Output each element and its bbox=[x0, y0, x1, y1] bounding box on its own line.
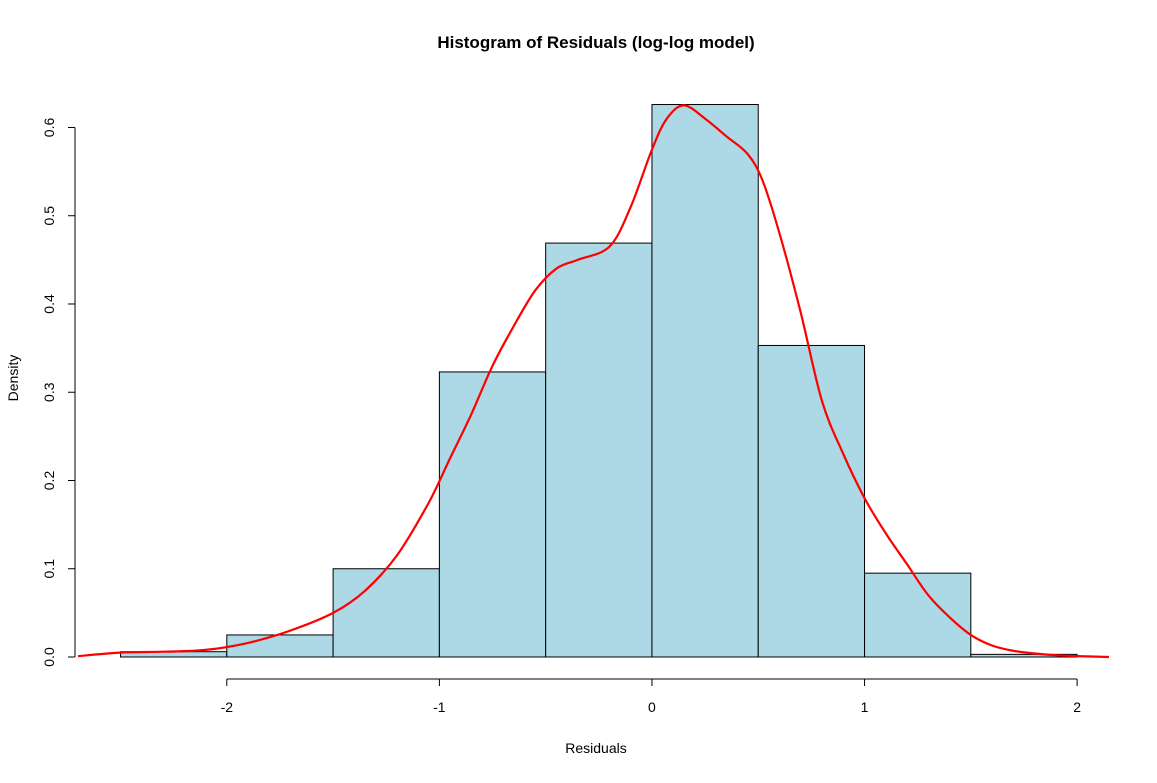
density-curve-layer bbox=[77, 104, 1110, 659]
histogram-bar-2 bbox=[226, 634, 334, 658]
x-tick-label: 0 bbox=[648, 699, 656, 715]
histogram-bar-8 bbox=[864, 572, 972, 658]
density-curve-line bbox=[77, 104, 1110, 659]
y-tick-label: 0.5 bbox=[41, 206, 57, 226]
x-axis-label: Residuals bbox=[565, 740, 626, 756]
x-tick-label: -2 bbox=[221, 699, 234, 715]
y-tick-label: 0.0 bbox=[41, 647, 57, 667]
y-tick-label: 0.4 bbox=[41, 294, 57, 314]
x-tick-label: 2 bbox=[1073, 699, 1081, 715]
y-tick-label: 0.6 bbox=[41, 118, 57, 138]
y-axis: 0.0 0.1 0.2 0.3 0.4 0.5 0.6 bbox=[41, 118, 76, 667]
histogram-bar-3 bbox=[332, 568, 440, 658]
x-tick-label: -1 bbox=[433, 699, 446, 715]
histogram-bar-5 bbox=[545, 242, 653, 658]
y-axis-label: Density bbox=[5, 355, 21, 402]
y-tick-label: 0.1 bbox=[41, 559, 57, 579]
y-tick-label: 0.3 bbox=[41, 382, 57, 402]
chart-title: Histogram of Residuals (log-log model) bbox=[437, 33, 754, 52]
x-axis: -2 -1 0 1 2 bbox=[221, 678, 1081, 715]
histogram-bars bbox=[120, 104, 1078, 658]
y-tick-label: 0.2 bbox=[41, 471, 57, 491]
histogram-bar-7 bbox=[757, 344, 866, 658]
histogram-bar-6 bbox=[651, 104, 759, 658]
x-tick-label: 1 bbox=[861, 699, 869, 715]
histogram-bar-4 bbox=[438, 371, 547, 658]
